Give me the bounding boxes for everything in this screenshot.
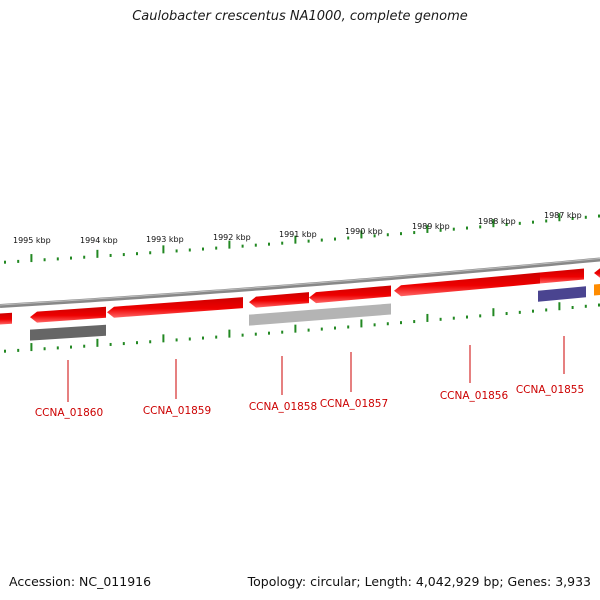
- scale-label: 1992 kbp: [213, 233, 251, 242]
- backbone-highlight: [0, 257, 600, 306]
- gene-labels: CCNA_01860 CCNA_01859 CCNA_01858 CCNA_01857…: [35, 336, 584, 419]
- cds-arrow: [107, 297, 243, 318]
- purple-feature: [538, 286, 586, 302]
- scale-labels: 1995 kbp 1994 kbp 1993 kbp 1992 kbp 1991 kbp…: [13, 211, 582, 245]
- light-gray-feature: [249, 303, 391, 326]
- cds-arrow: [394, 272, 540, 297]
- gene-label: CCNA_01855: [516, 384, 584, 396]
- scale-label: 1994 kbp: [80, 236, 118, 245]
- scale-label: 1991 kbp: [279, 230, 317, 239]
- scale-label: 1987 kbp: [544, 211, 582, 220]
- gene-label: CCNA_01860: [35, 407, 103, 419]
- outer-scale-ticks: [4, 213, 600, 264]
- scale-label: 1993 kbp: [146, 235, 184, 244]
- gene-label: CCNA_01856: [440, 390, 509, 402]
- genome-backbone: [0, 257, 600, 308]
- cds-arrow: [540, 268, 584, 284]
- gene-label: CCNA_01858: [249, 401, 317, 413]
- gene-label: CCNA_01859: [143, 405, 211, 417]
- backbone-line: [0, 257, 600, 308]
- genome-summary-text: Topology: circular; Length: 4,042,929 bp…: [247, 574, 591, 589]
- map-title: Caulobacter crescentus NA1000, complete …: [132, 9, 468, 24]
- gene-features: [0, 266, 600, 341]
- orange-feature: [594, 283, 600, 296]
- scale-label: 1995 kbp: [13, 236, 51, 245]
- cds-arrow: [30, 306, 106, 323]
- accession-text: Accession: NC_011916: [9, 574, 152, 589]
- gene-label: CCNA_01857: [320, 398, 388, 410]
- gray-feature: [30, 324, 106, 341]
- cds-arrow: [0, 312, 12, 325]
- scale-label: 1990 kbp: [345, 227, 383, 236]
- scale-label: 1989 kbp: [412, 222, 450, 231]
- cds-arrow: [249, 292, 309, 308]
- cds-arrow: [309, 285, 391, 304]
- inner-scale-ticks: [4, 302, 600, 353]
- scale-label: 1988 kbp: [478, 217, 516, 226]
- cds-arrow: [594, 266, 600, 278]
